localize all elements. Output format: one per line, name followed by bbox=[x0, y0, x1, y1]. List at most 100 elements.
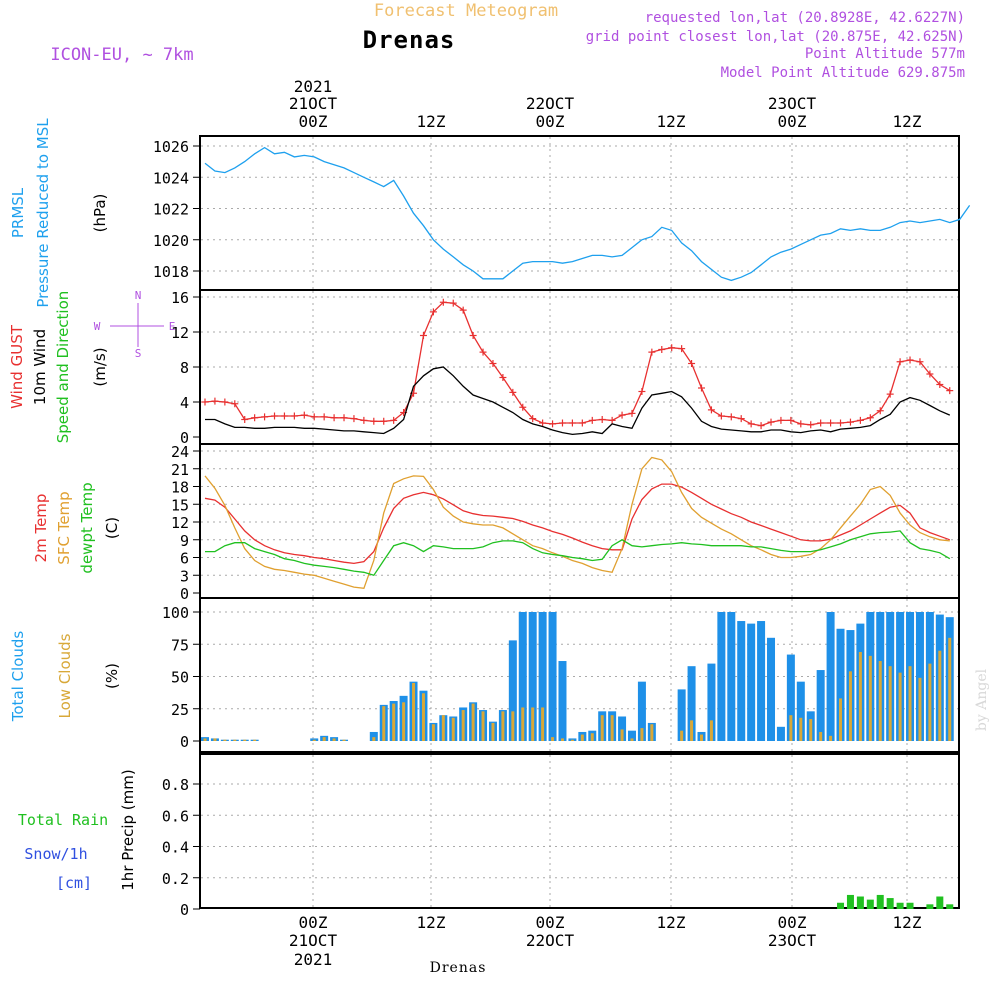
low-clouds-bar bbox=[928, 663, 932, 741]
low-clouds-bar bbox=[402, 702, 406, 741]
pressure-ytick-4: 1018 bbox=[153, 263, 189, 281]
clouds-ytick-1: 75 bbox=[171, 636, 189, 654]
low-clouds-bar bbox=[223, 739, 227, 741]
total-clouds-bar bbox=[826, 612, 835, 741]
wind-gust-marker bbox=[638, 388, 646, 395]
low-clouds-bar bbox=[620, 729, 624, 741]
compass-west: W bbox=[94, 320, 101, 333]
low-clouds-bar bbox=[948, 637, 952, 741]
wind-ytick-4: 0 bbox=[180, 429, 189, 447]
point-altitude: Point Altitude 577m bbox=[805, 46, 965, 62]
precip-side-labels: Total Rain Snow/1h [cm] 1hr Precip (mm) bbox=[18, 769, 137, 892]
rain-bar bbox=[866, 899, 874, 909]
low-clouds-bar bbox=[908, 666, 912, 741]
low-clouds-bar bbox=[332, 738, 336, 741]
rain-bar bbox=[946, 904, 954, 909]
total-clouds-bar bbox=[727, 612, 736, 741]
wind-gust-marker bbox=[549, 420, 557, 428]
wind-gust-marker bbox=[886, 390, 894, 398]
total-clouds-bar bbox=[757, 621, 766, 741]
precip-ytick-4: 0 bbox=[180, 901, 189, 919]
pressure-label-prmsl: PRMSL bbox=[9, 187, 27, 238]
rain-bar bbox=[846, 894, 854, 909]
bottom-date-label-2: 22OCT bbox=[526, 931, 575, 950]
model-label: ICON-EU, ~ 7km bbox=[50, 45, 193, 65]
low-clouds-bar bbox=[570, 739, 574, 741]
low-clouds-bar bbox=[233, 739, 237, 741]
wind-gust-marker bbox=[608, 416, 616, 424]
cloud-bars bbox=[201, 612, 954, 741]
wind-gust-marker bbox=[221, 398, 229, 406]
low-clouds-bar bbox=[441, 715, 445, 741]
wind-gust-marker bbox=[648, 348, 656, 356]
wind-gust-marker bbox=[747, 420, 755, 428]
wind-gust-marker bbox=[588, 416, 596, 424]
low-clouds-bar bbox=[829, 735, 833, 741]
wind-gust-marker bbox=[310, 413, 318, 421]
precip-ytick-1: 0.6 bbox=[162, 807, 189, 825]
low-clouds-bar bbox=[709, 720, 713, 741]
low-clouds-bar bbox=[392, 703, 396, 741]
low-clouds-bar bbox=[491, 722, 495, 741]
low-clouds-bar bbox=[690, 720, 694, 741]
low-clouds-bar bbox=[610, 715, 614, 741]
total-clouds-bar bbox=[548, 612, 557, 741]
top-hour-label-3: 00Z bbox=[536, 112, 565, 131]
precip-ytick-0: 0.8 bbox=[162, 776, 189, 794]
wind-gust-marker bbox=[916, 358, 924, 366]
low-clouds-bar bbox=[551, 737, 555, 741]
wind-gust-marker bbox=[678, 345, 686, 353]
total-clouds-bar bbox=[627, 730, 636, 741]
temp-sfc-label: SFC Temp bbox=[55, 491, 73, 564]
wind-series bbox=[201, 298, 954, 436]
pressure-label-msl: Pressure Reduced to MSL bbox=[34, 118, 52, 308]
low-clouds-bar bbox=[858, 651, 862, 741]
wind-gust-marker bbox=[568, 419, 576, 427]
low-clouds-bar bbox=[243, 739, 247, 741]
top-year-label: 2021 bbox=[294, 77, 333, 96]
pressure-ytick-3: 1020 bbox=[153, 232, 189, 250]
bottom-year-label: 2021 bbox=[294, 950, 333, 969]
wind-gust-marker bbox=[797, 420, 805, 428]
total-clouds-bar bbox=[786, 654, 795, 741]
low-clouds-bar bbox=[560, 738, 564, 741]
wind-gust-marker bbox=[241, 416, 249, 423]
low-clouds-bar bbox=[789, 715, 793, 741]
low-clouds-bar bbox=[461, 710, 465, 741]
low-clouds-bar bbox=[342, 739, 346, 741]
wind-10m-line bbox=[205, 366, 951, 436]
wind-gust-marker bbox=[578, 419, 586, 427]
wind-gust-marker bbox=[469, 332, 477, 339]
wind-gust-marker bbox=[757, 422, 765, 430]
low-clouds-bar bbox=[600, 715, 604, 741]
chart-subtitle: Forecast Meteogram bbox=[374, 1, 558, 21]
top-date-label-2: 22OCT bbox=[526, 94, 575, 113]
wind-gust-marker bbox=[876, 407, 884, 415]
pressure-unit-label: (hPa) bbox=[91, 194, 109, 233]
snow-label: Snow/1h bbox=[24, 845, 87, 863]
model-altitude: Model Point Altitude 629.875m bbox=[721, 65, 965, 81]
clouds-ytick-4: 0 bbox=[180, 733, 189, 751]
rain-bar bbox=[896, 902, 904, 909]
wind-gust-marker bbox=[251, 414, 259, 422]
low-clouds-bar bbox=[700, 734, 703, 741]
wind-gust-marker bbox=[558, 419, 566, 427]
wind-gust-marker bbox=[330, 414, 338, 422]
wind-gust-marker bbox=[320, 413, 328, 421]
total-clouds-bar bbox=[836, 628, 845, 741]
pressure-panel-frame bbox=[199, 135, 960, 291]
total-clouds-bar bbox=[310, 738, 319, 741]
top-time-axis: 2021 21OCT 22OCT 23OCT 00Z 12Z 00Z 12Z 0… bbox=[289, 77, 922, 131]
wind-gust-marker bbox=[837, 419, 845, 427]
low-clouds-bar bbox=[819, 731, 823, 741]
rain-bar bbox=[876, 894, 884, 909]
prmsl-line bbox=[204, 146, 971, 282]
wind-gust-marker bbox=[698, 384, 705, 392]
watermark: by Angel bbox=[974, 668, 990, 731]
wind-gust-marker bbox=[370, 417, 378, 425]
top-hour-label-1: 00Z bbox=[299, 112, 328, 131]
bottom-hour-label-4: 12Z bbox=[657, 913, 686, 932]
low-clouds-bar bbox=[521, 707, 525, 741]
gridlines bbox=[201, 137, 958, 907]
